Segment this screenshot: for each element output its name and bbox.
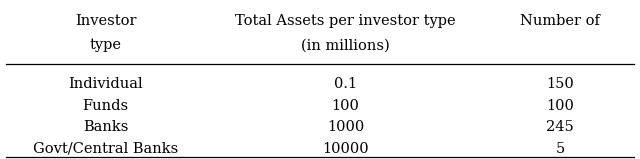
Text: 150: 150: [546, 77, 574, 91]
Text: Total Assets per investor type: Total Assets per investor type: [236, 14, 456, 28]
Text: 100: 100: [546, 99, 574, 113]
Text: Individual: Individual: [68, 77, 143, 91]
Text: 245: 245: [546, 120, 574, 134]
Text: (in millions): (in millions): [301, 38, 390, 52]
Text: Number of: Number of: [520, 14, 600, 28]
Text: Investor: Investor: [75, 14, 136, 28]
Text: Funds: Funds: [83, 99, 129, 113]
Text: Banks: Banks: [83, 120, 128, 134]
Text: type: type: [90, 38, 122, 52]
Text: 5: 5: [556, 142, 564, 156]
Text: 10000: 10000: [323, 142, 369, 156]
Text: Govt/Central Banks: Govt/Central Banks: [33, 142, 178, 156]
Text: 1000: 1000: [327, 120, 364, 134]
Text: 0.1: 0.1: [334, 77, 357, 91]
Text: 100: 100: [332, 99, 360, 113]
